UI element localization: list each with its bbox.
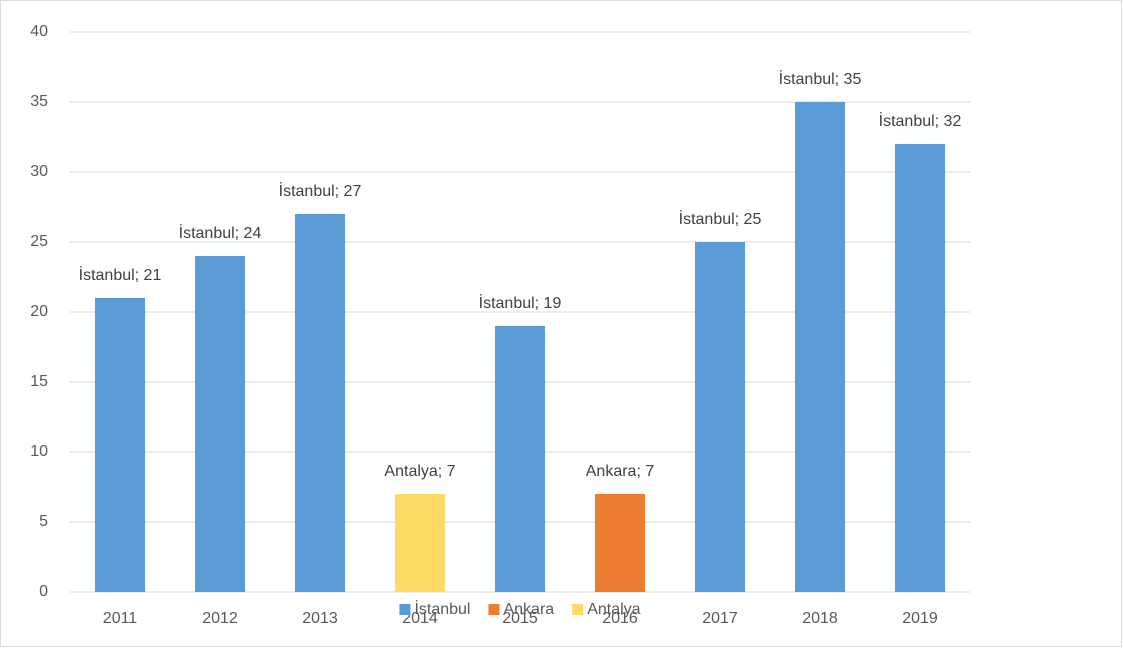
x-tick-label: 2014: [402, 610, 438, 627]
legend-swatch: [399, 604, 411, 615]
legend-swatch: [572, 604, 584, 615]
data-label: İstanbul; 24: [179, 223, 262, 242]
data-label: İstanbul; 35: [779, 69, 862, 88]
x-tick-label: 2013: [302, 610, 338, 627]
y-tick-label: 20: [30, 303, 48, 320]
y-tick-label: 30: [30, 163, 48, 180]
bar: [295, 214, 345, 592]
data-label: İstanbul; 21: [79, 265, 162, 284]
y-tick-label: 25: [30, 233, 48, 250]
bar: [395, 494, 445, 592]
data-label: Antalya; 7: [384, 463, 455, 480]
data-label: İstanbul; 27: [279, 181, 362, 200]
data-label: İstanbul; 25: [679, 209, 762, 228]
x-tick-label: 2017: [702, 610, 738, 627]
y-tick-label: 0: [39, 583, 48, 600]
x-tick-label: 2012: [202, 610, 238, 627]
bar: [695, 242, 745, 592]
y-tick-label: 40: [30, 23, 48, 40]
data-label: İstanbul; 32: [879, 111, 962, 130]
legend-label: Antalya: [587, 601, 640, 618]
y-tick-label: 5: [39, 513, 48, 530]
bar: [495, 326, 545, 592]
bar: [95, 298, 145, 592]
y-tick-label: 10: [30, 443, 48, 460]
bar: [595, 494, 645, 592]
x-tick-label: 2016: [602, 610, 638, 627]
legend-label: Ankara: [503, 601, 554, 618]
legend-label: İstanbul: [414, 599, 470, 618]
legend-swatch: [488, 604, 500, 615]
bar: [795, 102, 845, 592]
x-tick-label: 2015: [502, 610, 538, 627]
x-tick-label: 2018: [802, 610, 838, 627]
x-tick-label: 2011: [103, 610, 138, 627]
bar: [195, 256, 245, 592]
x-tick-label: 2019: [902, 610, 938, 627]
data-label: Ankara; 7: [586, 463, 655, 480]
y-tick-label: 35: [30, 93, 48, 110]
bar: [895, 144, 945, 592]
data-label: İstanbul; 19: [479, 293, 562, 312]
y-tick-label: 15: [30, 373, 48, 390]
